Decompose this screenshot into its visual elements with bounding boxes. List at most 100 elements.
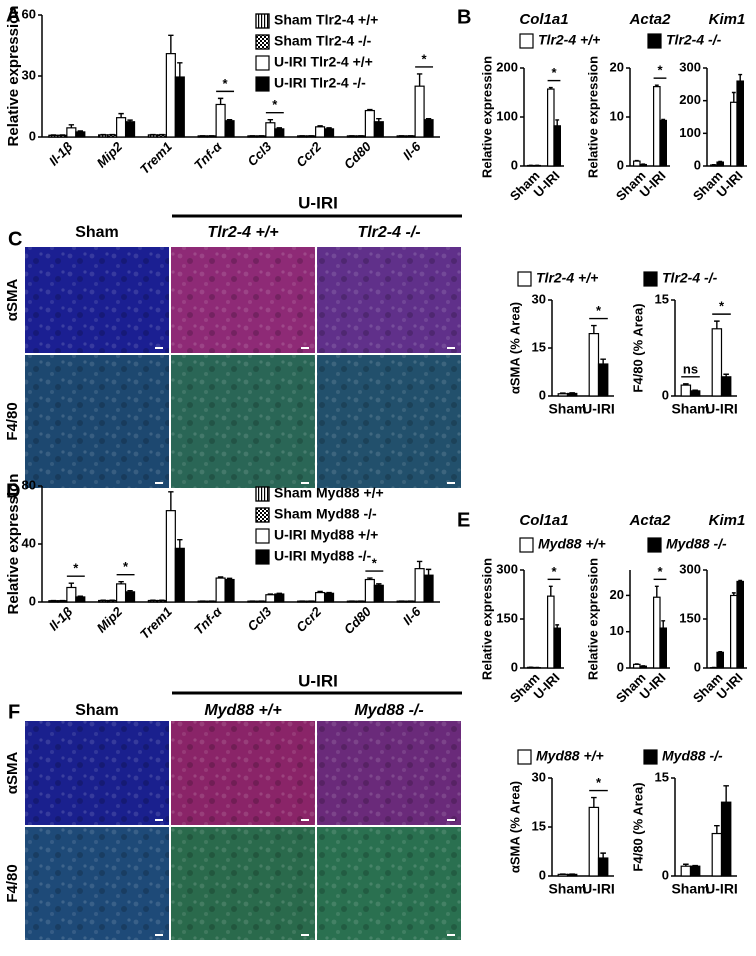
bar: [597, 363, 609, 397]
y-axis-label: Relative expression: [479, 558, 494, 680]
y-tick-label: 80: [22, 477, 36, 492]
plot-title: Acta2: [629, 11, 672, 28]
x-tick-label: U-IRI: [582, 401, 615, 417]
bar: [274, 593, 285, 603]
scale-bar: [301, 347, 309, 349]
error-bar: [326, 591, 332, 594]
bar: [689, 390, 701, 397]
micrograph-texture: [171, 721, 315, 825]
bar: [566, 392, 578, 397]
error-bar: [714, 320, 720, 329]
y-axis-label: Relative expression: [5, 6, 22, 147]
bar: [174, 76, 185, 138]
bar: [546, 88, 555, 167]
y-tick-label: 0: [29, 128, 36, 143]
y-tick-label: 0: [694, 157, 701, 172]
bar: [546, 595, 555, 669]
error-bar: [267, 593, 274, 595]
row-label: F4/80: [4, 864, 21, 902]
error-bar: [731, 592, 736, 596]
error-bar: [600, 358, 606, 364]
bar: [265, 594, 276, 603]
bar: [639, 163, 648, 167]
x-tick-label: Sham: [671, 401, 709, 417]
error-bar: [555, 119, 560, 126]
x-tick-label: Trem1: [137, 604, 175, 642]
error-bar: [217, 576, 224, 579]
legend-label: Tlr2-4 -/-: [666, 32, 722, 48]
bar: [364, 109, 375, 138]
micrograph-texture: [171, 247, 315, 353]
plot-title: Kim1: [709, 11, 746, 28]
bar: [315, 591, 326, 603]
bar: [729, 594, 738, 669]
error-bar: [560, 392, 566, 394]
bar: [680, 384, 692, 397]
bar: [716, 651, 725, 669]
bar: [680, 865, 692, 877]
error-bar: [317, 590, 323, 593]
y-axis-label: αSMA (% Area): [507, 302, 522, 394]
y-axis-label: F4/80 (% Area): [630, 303, 645, 392]
y-tick-label: 100: [679, 125, 701, 140]
scale-bar: [155, 347, 163, 349]
legend-swatch: [519, 33, 534, 49]
legend-swatch: [647, 33, 662, 49]
error-bar: [738, 579, 743, 582]
error-bar: [718, 160, 723, 163]
micrograph-texture: [25, 355, 169, 488]
group-label: U-IRI: [298, 671, 338, 690]
bar: [711, 328, 723, 397]
error-bar: [367, 577, 373, 580]
y-axis-label: F4/80 (% Area): [630, 782, 645, 871]
y-tick-label: 300: [679, 59, 701, 74]
bar: [652, 596, 661, 669]
error-bar: [127, 119, 133, 122]
bar: [423, 574, 434, 603]
error-bar: [77, 130, 83, 132]
micrograph-texture: [25, 247, 169, 353]
y-tick-label: 0: [539, 867, 546, 882]
y-tick-label: 300: [679, 561, 701, 576]
error-bar: [168, 34, 174, 54]
bar: [215, 103, 226, 138]
x-tick-label: Ccr2: [293, 138, 325, 170]
plot-title: Col1a1: [519, 11, 568, 28]
scale-bar: [447, 934, 455, 936]
panel-letter: D: [6, 480, 20, 502]
significance-label: ns: [683, 361, 698, 376]
bar: [423, 119, 434, 138]
error-bar: [692, 864, 698, 867]
y-axis-label: αSMA (% Area): [507, 781, 522, 873]
significance-label: *: [372, 556, 378, 571]
x-tick-label: Ccr2: [293, 603, 325, 635]
legend-swatch: [643, 749, 658, 765]
error-bar: [77, 595, 83, 597]
legend-label: Myd88 +/+: [538, 536, 606, 552]
bar: [66, 586, 77, 603]
scale-bar: [155, 482, 163, 484]
panel-letter: B: [457, 6, 471, 28]
y-tick-label: 30: [22, 67, 36, 82]
bar: [588, 806, 600, 877]
error-bar: [591, 324, 597, 334]
bar-pattern: [156, 134, 167, 138]
plot-title: Acta2: [629, 512, 672, 529]
bar: [174, 547, 185, 603]
plot-title: Kim1: [709, 512, 746, 529]
error-bar: [661, 620, 666, 629]
bar: [557, 393, 569, 397]
error-bar: [425, 568, 432, 576]
bar: [323, 128, 335, 138]
bar: [720, 801, 732, 877]
bar: [553, 125, 562, 167]
legend-label: Sham Tlr2-4 +/+: [274, 12, 378, 28]
y-tick-label: 15: [532, 818, 546, 833]
significance-label: *: [123, 559, 129, 574]
y-tick-label: 100: [496, 108, 518, 123]
column-header: Myd88 -/-: [354, 702, 423, 719]
column-header: Sham: [75, 702, 119, 719]
bar: [689, 865, 701, 877]
x-tick-label: Tnf-α: [191, 603, 225, 637]
